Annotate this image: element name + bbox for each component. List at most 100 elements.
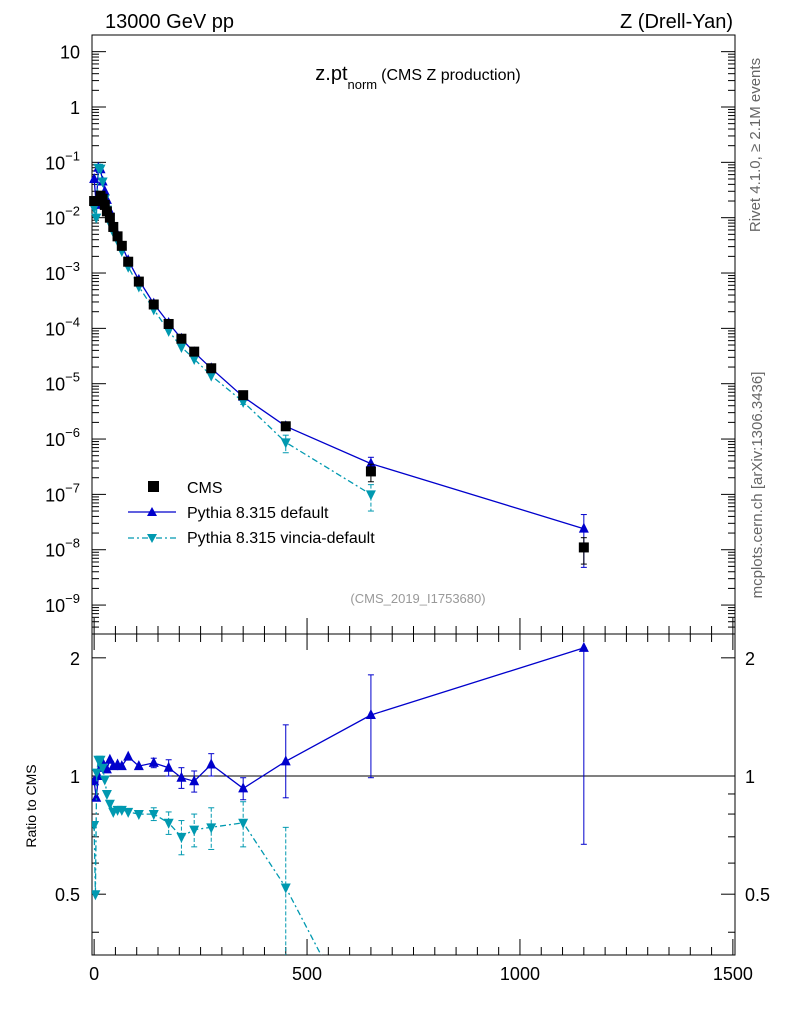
ratio-default-point xyxy=(578,641,589,652)
y-tick-mantissa: 10 xyxy=(45,485,65,505)
cms-point xyxy=(133,276,144,287)
legend-cms-marker xyxy=(148,481,159,492)
ratio-default-point xyxy=(238,782,249,793)
ratio-tick-label-right: 0.5 xyxy=(745,885,770,905)
analysis-id: (CMS_2019_I1753680) xyxy=(350,591,485,606)
y-tick-mantissa: 10 xyxy=(45,319,65,339)
cms-point xyxy=(163,318,174,329)
ratio-default-point xyxy=(148,756,159,767)
cms-point xyxy=(206,363,217,374)
legend-vincia-label: Pythia 8.315 vincia-default xyxy=(187,530,375,547)
ratio-vincia-point xyxy=(163,818,174,829)
y-tick-exponent: −4 xyxy=(65,314,80,329)
rivet-label: Rivet 4.1.0, ≥ 2.1M events xyxy=(747,58,764,232)
y-tick-exponent: −6 xyxy=(65,425,80,440)
vincia-point xyxy=(95,164,106,175)
y-tick-label: 10−8 xyxy=(45,536,80,561)
vincia-point xyxy=(365,490,376,501)
ratio-default-point xyxy=(163,761,174,772)
plot-title-sub: norm xyxy=(348,77,378,92)
cms-point xyxy=(176,333,187,344)
default-point xyxy=(89,172,100,183)
ratio-vincia-point xyxy=(189,825,200,836)
ratio-vincia-point xyxy=(148,810,159,821)
y-tick-mantissa: 10 xyxy=(45,375,65,395)
ratio-tick-label: 0.5 xyxy=(55,885,80,905)
ratio-default-point xyxy=(133,760,144,771)
y-tick-mantissa: 10 xyxy=(45,596,65,616)
y-tick-exponent: −8 xyxy=(65,536,80,551)
vincia-point xyxy=(163,326,174,337)
cms-point xyxy=(97,193,108,204)
ratio-default-point xyxy=(123,750,134,761)
ratio-tick-label-right: 1 xyxy=(745,767,755,787)
default-point xyxy=(578,522,589,533)
ratio-series xyxy=(92,641,589,955)
default-line xyxy=(93,166,584,530)
cms-point xyxy=(148,299,159,310)
ratio-vincia-point xyxy=(97,763,108,774)
header-left: 13000 GeV pp xyxy=(105,11,234,33)
ratio-default-point xyxy=(280,755,291,766)
cms-point xyxy=(238,390,249,401)
y-tick-mantissa: 10 xyxy=(45,430,65,450)
cms-point xyxy=(108,221,119,232)
ratio-default-point xyxy=(101,763,112,774)
ratio-default-point xyxy=(365,709,376,720)
ratio-vincia-point xyxy=(123,807,134,818)
y-tick-exponent: −1 xyxy=(65,148,80,163)
mcplots-label: mcplots.cern.ch [arXiv:1306.3436] xyxy=(749,372,766,599)
cms-point xyxy=(189,346,200,357)
legend-default-label: Pythia 8.315 default xyxy=(187,505,329,522)
ratio-default-point xyxy=(176,771,187,782)
plot-title-main: z.pt xyxy=(315,63,348,85)
ratio-vincia-point xyxy=(92,890,101,901)
ratio-vincia-point xyxy=(92,768,102,779)
cms-point xyxy=(99,199,110,210)
cms-point xyxy=(578,542,589,553)
cms-point xyxy=(123,256,134,267)
ratio-default-point xyxy=(116,760,127,771)
cms-point xyxy=(280,421,291,432)
ratio-default-point xyxy=(92,791,102,802)
x-tick-label: 0 xyxy=(89,964,99,984)
ratio-default-point xyxy=(206,758,217,769)
vincia-point xyxy=(280,438,291,449)
vincia-point xyxy=(89,203,100,214)
ratio-tick-label: 2 xyxy=(70,649,80,669)
y-tick-label: 10 xyxy=(60,43,80,63)
legend-default-marker xyxy=(147,507,157,516)
y-tick-label: 10−9 xyxy=(45,591,80,616)
ratio-ylabel: Ratio to CMS xyxy=(23,764,39,847)
ratio-vincia-point xyxy=(95,755,106,766)
y-tick-label: 10−4 xyxy=(45,314,80,339)
y-tick-label: 1 xyxy=(70,98,80,118)
ratio-default-point xyxy=(92,775,100,786)
y-tick-mantissa: 10 xyxy=(45,209,65,229)
ratio-vincia-point xyxy=(99,775,110,786)
y-tick-label: 10−7 xyxy=(45,480,80,505)
vincia-point xyxy=(176,343,187,354)
ratio-vincia-point xyxy=(280,883,291,894)
ratio-series-clip xyxy=(92,641,589,955)
y-tick-exponent: −3 xyxy=(65,259,80,274)
plot-title: z.ptnorm(CMS Z production) xyxy=(315,63,520,92)
y-tick-mantissa: 10 xyxy=(45,541,65,561)
ratio-vincia-point xyxy=(104,799,115,810)
legend: CMS Pythia 8.315 default Pythia 8.315 vi… xyxy=(128,480,375,547)
cms-point xyxy=(116,240,127,251)
y-tick-label: 10−1 xyxy=(45,148,80,173)
y-tick-mantissa: 10 xyxy=(45,153,65,173)
ratio-default-point xyxy=(189,775,200,786)
main-series xyxy=(89,161,589,568)
y-tick-exponent: −5 xyxy=(65,370,80,385)
x-tick-label: 1500 xyxy=(713,964,753,984)
vincia-point xyxy=(91,213,102,224)
ratio-vincia-point xyxy=(133,810,144,821)
y-tick-exponent: −2 xyxy=(65,204,80,219)
y-tick-label: 10−3 xyxy=(45,259,80,284)
legend-vincia-marker xyxy=(147,534,157,543)
